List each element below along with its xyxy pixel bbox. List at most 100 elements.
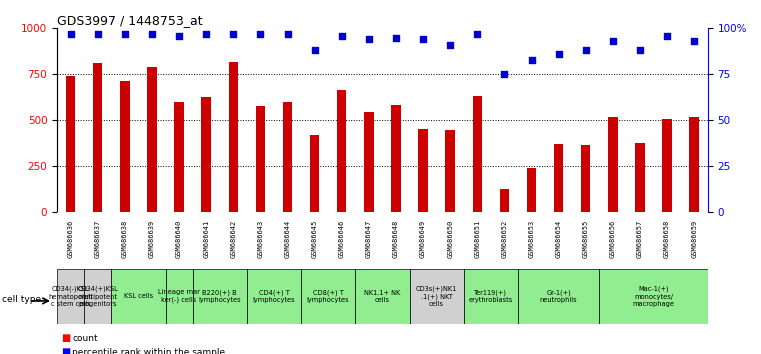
Text: GSM686638: GSM686638 [122,219,128,258]
Point [498,72,511,77]
Bar [473,96,482,212]
Bar [174,102,184,212]
Text: GSM686654: GSM686654 [556,219,562,258]
Point [282,31,294,37]
Text: GSM686648: GSM686648 [393,219,399,258]
Bar [391,105,401,212]
Text: B220(+) B
lymphocytes: B220(+) B lymphocytes [199,290,241,303]
Bar [193,269,247,324]
Text: GSM686639: GSM686639 [149,219,155,258]
Bar [84,269,111,324]
Point [336,33,348,39]
Bar [445,130,455,212]
Bar [301,269,355,324]
Text: GSM686650: GSM686650 [447,219,454,258]
Bar [554,144,563,212]
Bar [355,269,409,324]
Bar [283,102,292,212]
Text: GSM686640: GSM686640 [176,219,182,258]
Text: GSM686637: GSM686637 [94,219,100,258]
Bar [165,269,193,324]
Bar [463,269,518,324]
Text: CD8(+) T
lymphocytes: CD8(+) T lymphocytes [307,290,349,303]
Text: GSM686651: GSM686651 [474,219,480,258]
Bar [111,269,165,324]
Point [661,33,673,39]
Text: GSM686655: GSM686655 [583,219,589,258]
Bar [518,269,599,324]
Text: Gr-1(+)
neutrophils: Gr-1(+) neutrophils [540,290,578,303]
Point [228,31,240,37]
Text: GSM686652: GSM686652 [501,219,508,258]
Text: GSM686659: GSM686659 [691,219,697,258]
Bar [364,112,374,212]
Text: GSM686656: GSM686656 [610,219,616,258]
Point [91,31,103,37]
Text: CD3s(+)NK1
.1(+) NKT
cells: CD3s(+)NK1 .1(+) NKT cells [416,285,457,308]
Bar [527,168,537,212]
Bar [202,97,211,212]
Text: CD34(+)KSL
multipotent
progenitors: CD34(+)KSL multipotent progenitors [78,286,118,307]
Text: GSM686646: GSM686646 [339,219,345,258]
Point [200,31,212,37]
Point [471,31,483,37]
Bar [66,76,75,212]
Text: ■: ■ [61,333,70,343]
Text: GSM686645: GSM686645 [311,219,317,258]
Point [146,31,158,37]
Text: GSM686658: GSM686658 [664,219,670,258]
Text: KSL cells: KSL cells [124,293,153,299]
Text: CD4(+) T
lymphocytes: CD4(+) T lymphocytes [253,290,295,303]
Point [65,31,77,37]
Point [390,35,402,40]
Point [552,51,565,57]
Point [308,47,320,53]
Text: ■: ■ [61,347,70,354]
Text: GSM686653: GSM686653 [528,219,534,258]
Bar [419,129,428,212]
Text: count: count [72,333,98,343]
Bar [256,105,265,212]
Point [580,47,592,53]
Point [417,36,429,42]
Point [119,31,131,37]
Point [525,57,537,62]
Text: cell type: cell type [2,295,41,304]
Text: GSM686636: GSM686636 [68,219,74,258]
Point [688,38,700,44]
Point [173,33,185,39]
Bar [500,189,509,212]
Text: percentile rank within the sample: percentile rank within the sample [72,348,225,354]
Text: CD34(-)KSL
hematopoieti
c stem cells: CD34(-)KSL hematopoieti c stem cells [48,286,93,307]
Bar [635,143,645,212]
Point [254,31,266,37]
Bar [228,62,238,212]
Point [634,47,646,53]
Text: NK1.1+ NK
cells: NK1.1+ NK cells [365,290,400,303]
Text: GSM686643: GSM686643 [257,219,263,258]
Text: GSM686649: GSM686649 [420,219,426,258]
Bar [337,90,346,212]
Bar [581,145,591,212]
Bar [599,269,708,324]
Text: GSM686641: GSM686641 [203,219,209,258]
Text: GSM686647: GSM686647 [366,219,372,258]
Bar [57,269,84,324]
Point [363,36,375,42]
Text: GSM686657: GSM686657 [637,219,643,258]
Bar [247,269,301,324]
Bar [120,81,129,212]
Bar [689,117,699,212]
Text: Lineage mar
ker(-) cells: Lineage mar ker(-) cells [158,290,200,303]
Text: Mac-1(+)
monocytes/
macrophage: Mac-1(+) monocytes/ macrophage [632,286,674,307]
Bar [608,117,618,212]
Bar [93,63,103,212]
Bar [147,67,157,212]
Point [444,42,457,48]
Text: GSM686642: GSM686642 [231,219,237,258]
Text: Ter119(+)
erythroblasts: Ter119(+) erythroblasts [469,290,513,303]
Text: GSM686644: GSM686644 [285,219,291,258]
Point [607,38,619,44]
Text: GDS3997 / 1448753_at: GDS3997 / 1448753_at [57,14,202,27]
Bar [662,119,672,212]
